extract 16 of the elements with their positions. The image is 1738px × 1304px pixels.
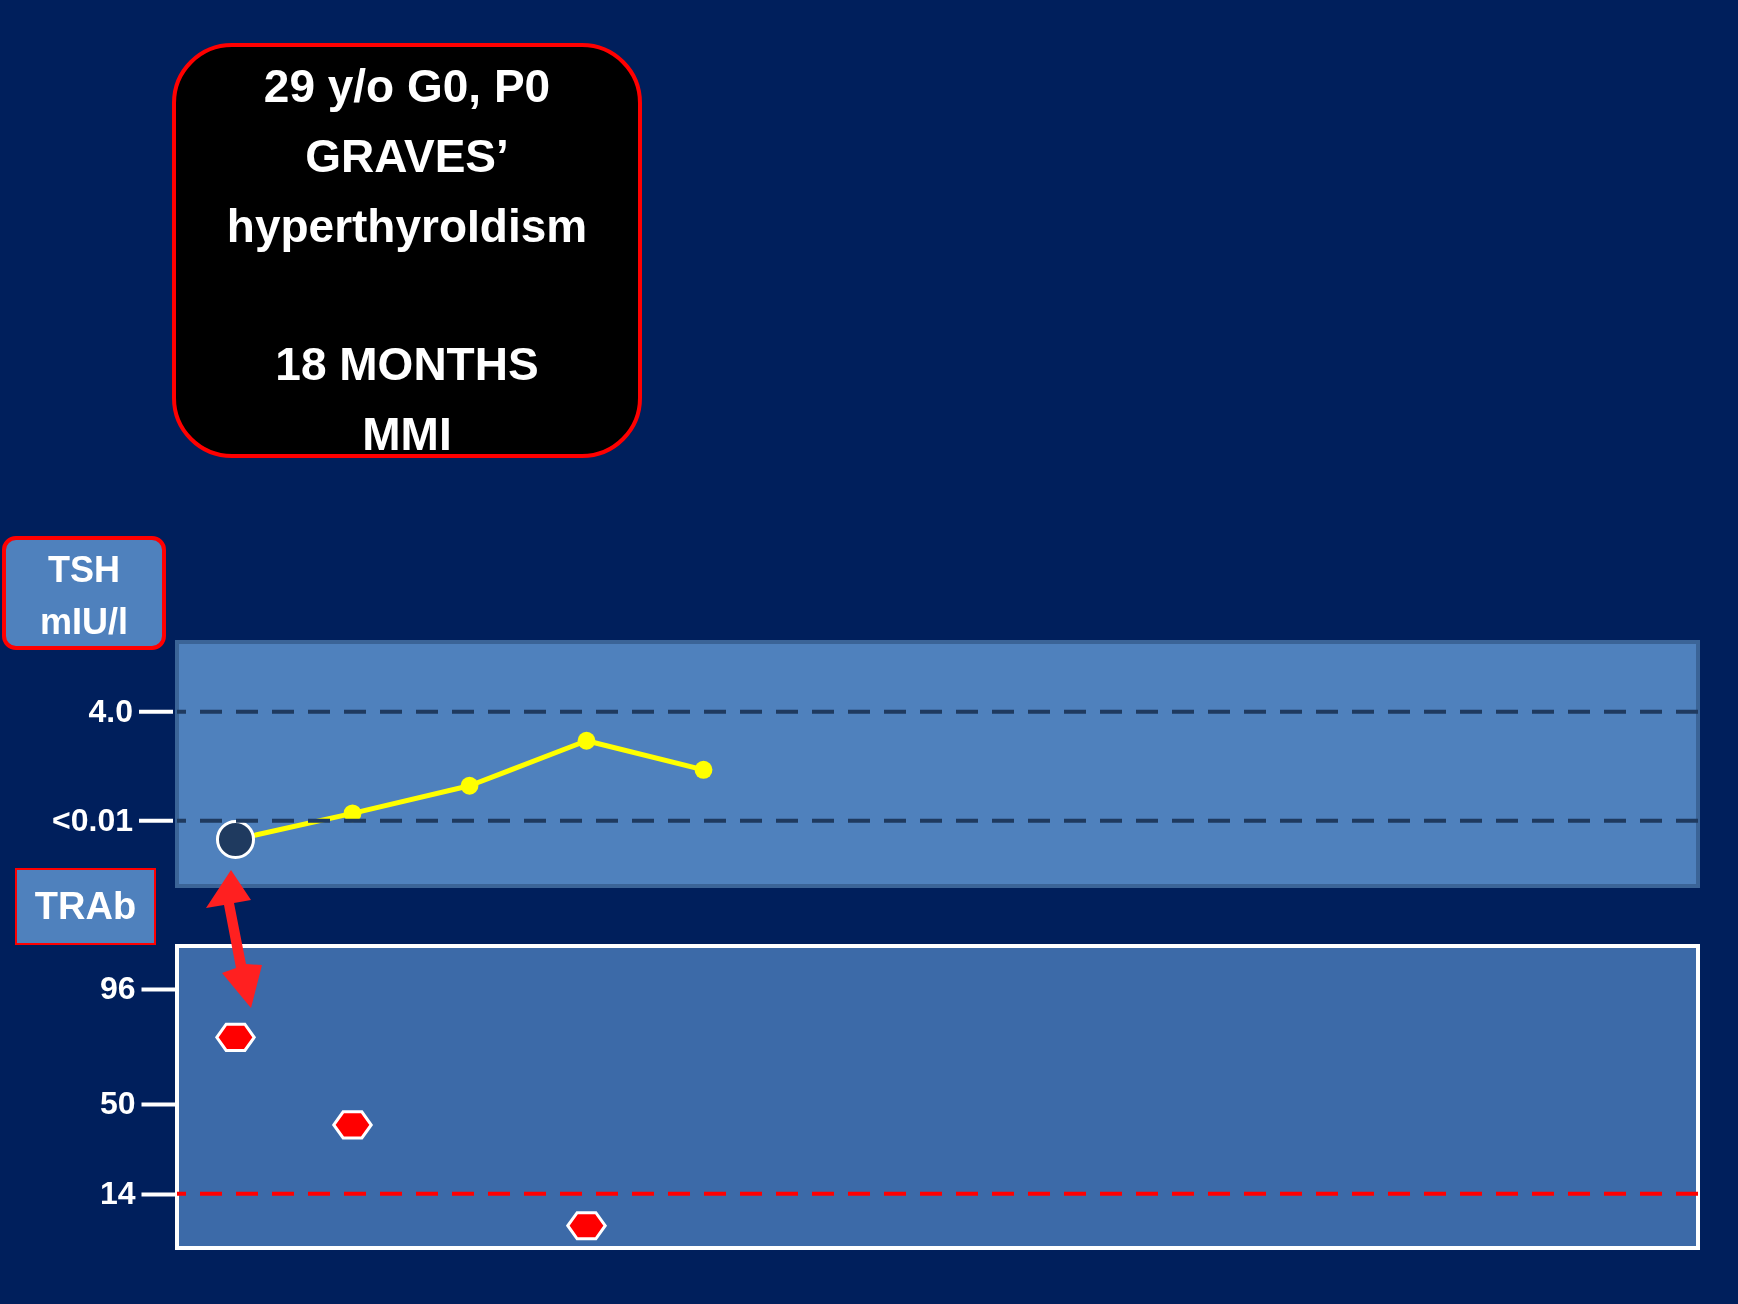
point <box>215 1022 256 1052</box>
text: <0.01 <box>52 801 133 838</box>
y-axis-title: TSH mIU/l <box>2 536 166 650</box>
y-tick-label: 14 <box>99 1175 136 1212</box>
text: GRAVES’ hyperthyroIdism <box>225 129 589 254</box>
point <box>577 731 596 750</box>
point <box>332 1110 373 1140</box>
text: 4.0 <box>88 692 133 729</box>
point <box>460 776 479 795</box>
text: 18 MONTHS MMI <box>274 337 540 462</box>
text: 29 y/o G0, P0 <box>262 59 552 114</box>
y-tick-label: 96 <box>99 970 136 1007</box>
point <box>694 760 713 779</box>
point <box>566 1211 607 1241</box>
y-axis-title: TRAb <box>15 868 156 945</box>
y-tick-label: 50 <box>99 1085 136 1122</box>
